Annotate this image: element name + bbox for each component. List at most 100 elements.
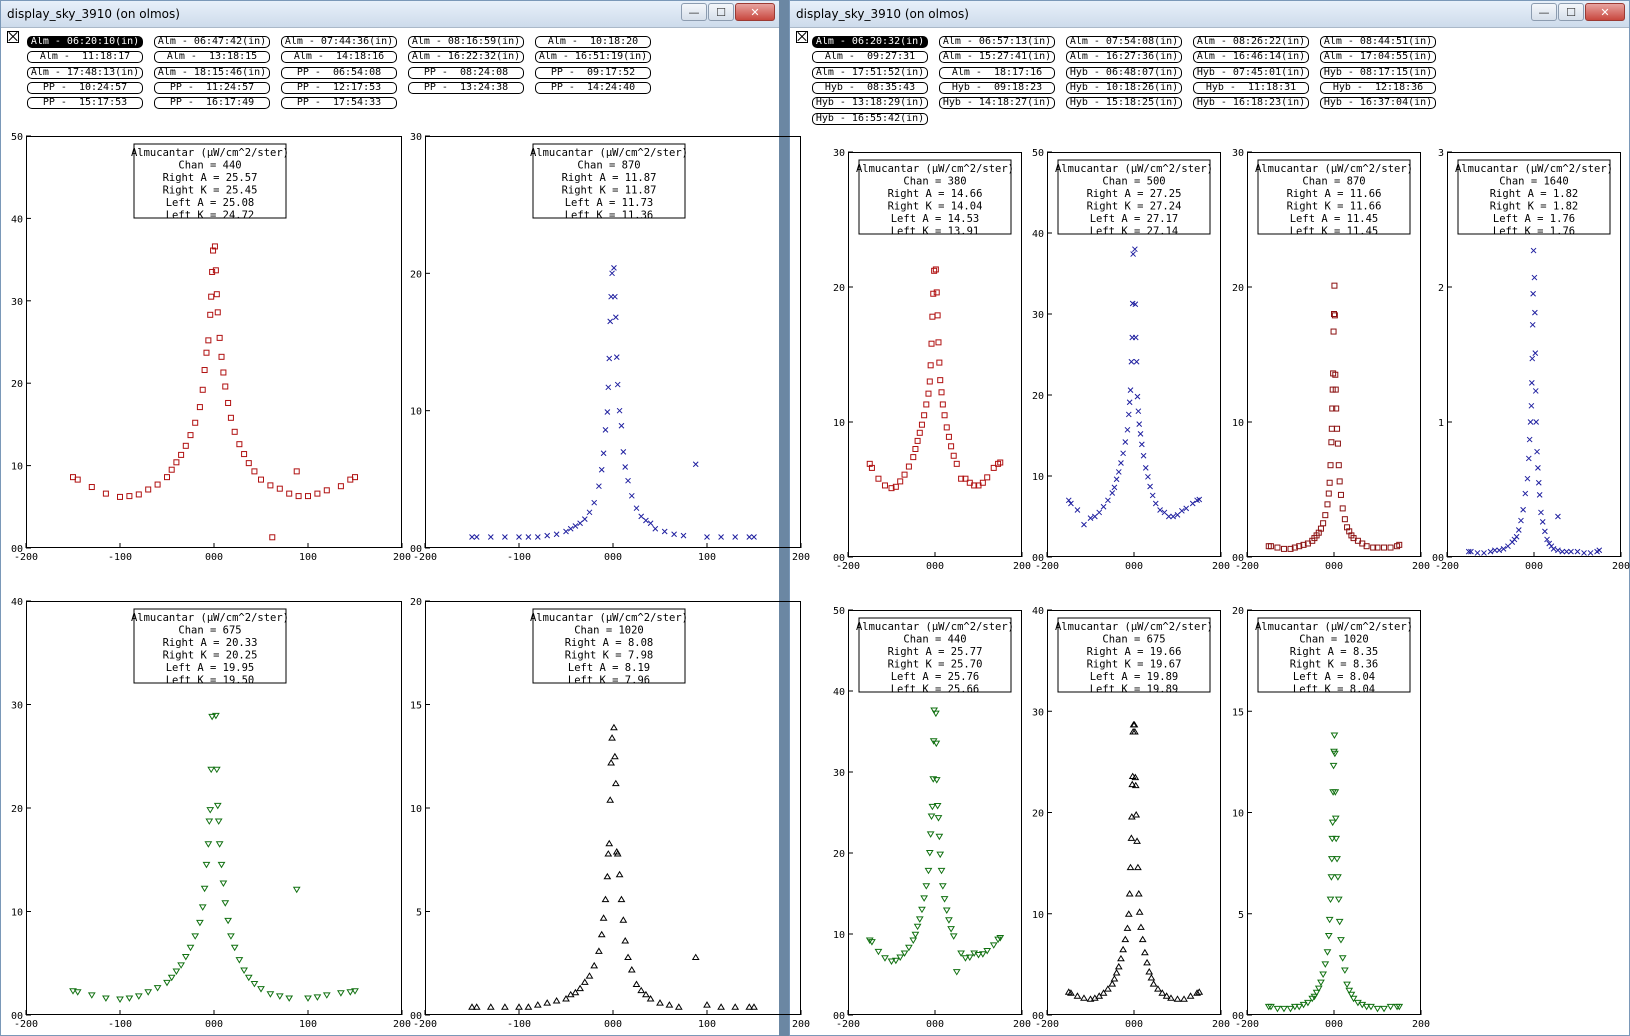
file-button[interactable]: PP - 16:17:49 bbox=[154, 97, 270, 110]
data-point bbox=[1334, 440, 1341, 447]
data-point bbox=[1515, 527, 1522, 533]
data-points bbox=[1465, 247, 1603, 556]
legend-line: Left A = 8.04 bbox=[1293, 671, 1375, 683]
file-button[interactable]: Alm - 06:57:13(in) bbox=[939, 36, 1055, 48]
file-button[interactable]: PP - 13:24:38 bbox=[408, 81, 524, 94]
file-button[interactable]: Hyb - 06:48:07(in) bbox=[1066, 66, 1182, 79]
file-button[interactable]: Hyb - 16:55:42(in) bbox=[812, 112, 928, 125]
close-button[interactable]: ✕ bbox=[735, 3, 775, 21]
file-button[interactable]: Hyb - 10:18:26(in) bbox=[1066, 81, 1182, 94]
data-point bbox=[102, 490, 109, 497]
file-button[interactable]: Alm - 07:44:36(in) bbox=[281, 36, 397, 48]
file-button[interactable]: Alm - 06:20:10(in) bbox=[27, 36, 143, 48]
file-button[interactable]: Alm - 18:15:46(in) bbox=[154, 66, 270, 79]
file-button[interactable]: Alm - 15:27:41(in) bbox=[939, 51, 1055, 64]
file-button[interactable]: PP - 09:17:52 bbox=[535, 66, 651, 79]
file-button[interactable]: Alm - 07:54:08(in) bbox=[1066, 36, 1182, 48]
file-button[interactable]: Alm - 17:48:13(in) bbox=[27, 66, 143, 79]
y-tick-label: 00 bbox=[11, 544, 23, 555]
file-button[interactable]: Alm - 14:18:16 bbox=[281, 51, 397, 64]
data-point bbox=[244, 974, 253, 982]
file-button[interactable]: Hyb - 13:18:29(in) bbox=[812, 97, 928, 110]
file-button[interactable]: Alm - 08:44:51(in) bbox=[1320, 36, 1436, 48]
file-button[interactable]: Alm - 06:20:32(in) bbox=[812, 36, 928, 48]
x-tick-label: 000 bbox=[205, 552, 223, 563]
file-button[interactable]: Alm - 18:17:16 bbox=[939, 66, 1055, 79]
file-button[interactable]: PP - 11:24:57 bbox=[154, 81, 270, 94]
window-title-right: display_sky_3910 (on olmos) bbox=[796, 7, 969, 21]
file-button[interactable]: PP - 17:54:33 bbox=[281, 97, 397, 110]
data-point bbox=[934, 815, 943, 822]
legend-line: Right K = 19.67 bbox=[1087, 659, 1182, 671]
close-x-icon[interactable] bbox=[7, 31, 19, 43]
data-point bbox=[1145, 473, 1151, 480]
file-button[interactable]: Alm - 10:18:20 bbox=[535, 36, 651, 48]
file-button[interactable]: Alm - 16:51:19(in) bbox=[535, 51, 651, 64]
maximize-button[interactable]: ☐ bbox=[1558, 3, 1584, 21]
file-button[interactable]: PP - 10:24:57 bbox=[27, 81, 143, 94]
data-point bbox=[1324, 501, 1331, 508]
data-point bbox=[633, 505, 640, 512]
data-point bbox=[881, 482, 888, 489]
file-button[interactable]: Hyb - 07:45:01(in) bbox=[1193, 66, 1309, 79]
data-point bbox=[930, 290, 937, 297]
file-button[interactable]: Hyb - 08:17:15(in) bbox=[1320, 66, 1436, 79]
file-button[interactable]: Alm - 17:51:52(in) bbox=[812, 66, 928, 79]
file-button[interactable]: Alm - 17:04:55(in) bbox=[1320, 51, 1436, 64]
data-point bbox=[1532, 350, 1539, 357]
y-tick-label: 40 bbox=[11, 214, 23, 225]
file-button[interactable]: PP - 08:24:08 bbox=[408, 66, 524, 79]
file-button[interactable]: Hyb - 08:35:43 bbox=[812, 81, 928, 94]
title-bar-left[interactable]: display_sky_3910 (on olmos) — ☐ ✕ bbox=[1, 1, 779, 28]
minimize-button[interactable]: — bbox=[681, 3, 707, 21]
file-button[interactable]: Hyb - 12:18:36 bbox=[1320, 81, 1436, 94]
data-point bbox=[1125, 890, 1134, 897]
file-button[interactable]: Alm - 16:27:36(in) bbox=[1066, 51, 1182, 64]
data-point bbox=[524, 1003, 533, 1010]
data-point bbox=[1559, 548, 1566, 555]
data-point bbox=[1280, 545, 1287, 552]
close-button[interactable]: ✕ bbox=[1585, 3, 1625, 21]
file-button[interactable]: Alm - 08:16:59(in) bbox=[408, 36, 524, 48]
file-button[interactable]: Alm - 16:22:32(in) bbox=[408, 51, 524, 64]
file-button[interactable]: Alm - 13:18:15 bbox=[154, 51, 270, 64]
y-tick-label: 50 bbox=[833, 606, 845, 617]
title-bar-right[interactable]: display_sky_3910 (on olmos) — ☐ ✕ bbox=[790, 1, 1629, 28]
data-point bbox=[1574, 548, 1581, 555]
data-point bbox=[1125, 411, 1132, 418]
file-button[interactable]: PP - 15:17:53 bbox=[27, 97, 143, 110]
data-point bbox=[217, 861, 226, 869]
data-point bbox=[544, 532, 551, 539]
data-point bbox=[1287, 545, 1294, 552]
file-button[interactable]: Hyb - 15:18:25(in) bbox=[1066, 97, 1182, 110]
close-x-icon[interactable] bbox=[796, 31, 808, 43]
data-point bbox=[938, 883, 947, 890]
data-point bbox=[1487, 548, 1494, 555]
file-button[interactable]: Hyb - 14:18:27(in) bbox=[939, 97, 1055, 110]
file-button[interactable]: PP - 14:24:40 bbox=[535, 81, 651, 94]
data-point bbox=[208, 293, 215, 300]
file-button[interactable]: Hyb - 16:37:04(in) bbox=[1320, 97, 1436, 110]
data-point bbox=[486, 1003, 495, 1010]
file-button[interactable]: Hyb - 11:18:31 bbox=[1193, 81, 1309, 94]
file-button[interactable]: Hyb - 16:18:23(in) bbox=[1193, 97, 1309, 110]
file-button[interactable]: Alm - 08:26:22(in) bbox=[1193, 36, 1309, 48]
file-button[interactable]: PP - 12:17:53 bbox=[281, 81, 397, 94]
file-button[interactable]: Alm - 11:18:17 bbox=[27, 51, 143, 64]
data-point bbox=[910, 454, 917, 461]
data-point bbox=[1328, 819, 1337, 827]
chart-left-chan-440: 00 10 20 30 40 50 -200 -100 000 100 200 Almucantar … bbox=[11, 132, 411, 563]
file-button[interactable]: PP - 06:54:08 bbox=[281, 66, 397, 79]
data-point bbox=[1080, 994, 1088, 1001]
minimize-button[interactable]: — bbox=[1531, 3, 1557, 21]
data-point bbox=[235, 957, 244, 964]
legend-line: Right K = 14.04 bbox=[888, 201, 983, 213]
file-button[interactable]: Alm - 09:27:31 bbox=[812, 51, 928, 64]
file-button[interactable]: Hyb - 09:18:23 bbox=[939, 81, 1055, 94]
data-point bbox=[608, 734, 616, 741]
data-point bbox=[1267, 543, 1274, 550]
file-button[interactable]: Alm - 06:47:42(in) bbox=[154, 36, 270, 48]
data-point bbox=[192, 419, 199, 426]
maximize-button[interactable]: ☐ bbox=[708, 3, 734, 21]
file-button[interactable]: Alm - 16:46:14(in) bbox=[1193, 51, 1309, 64]
